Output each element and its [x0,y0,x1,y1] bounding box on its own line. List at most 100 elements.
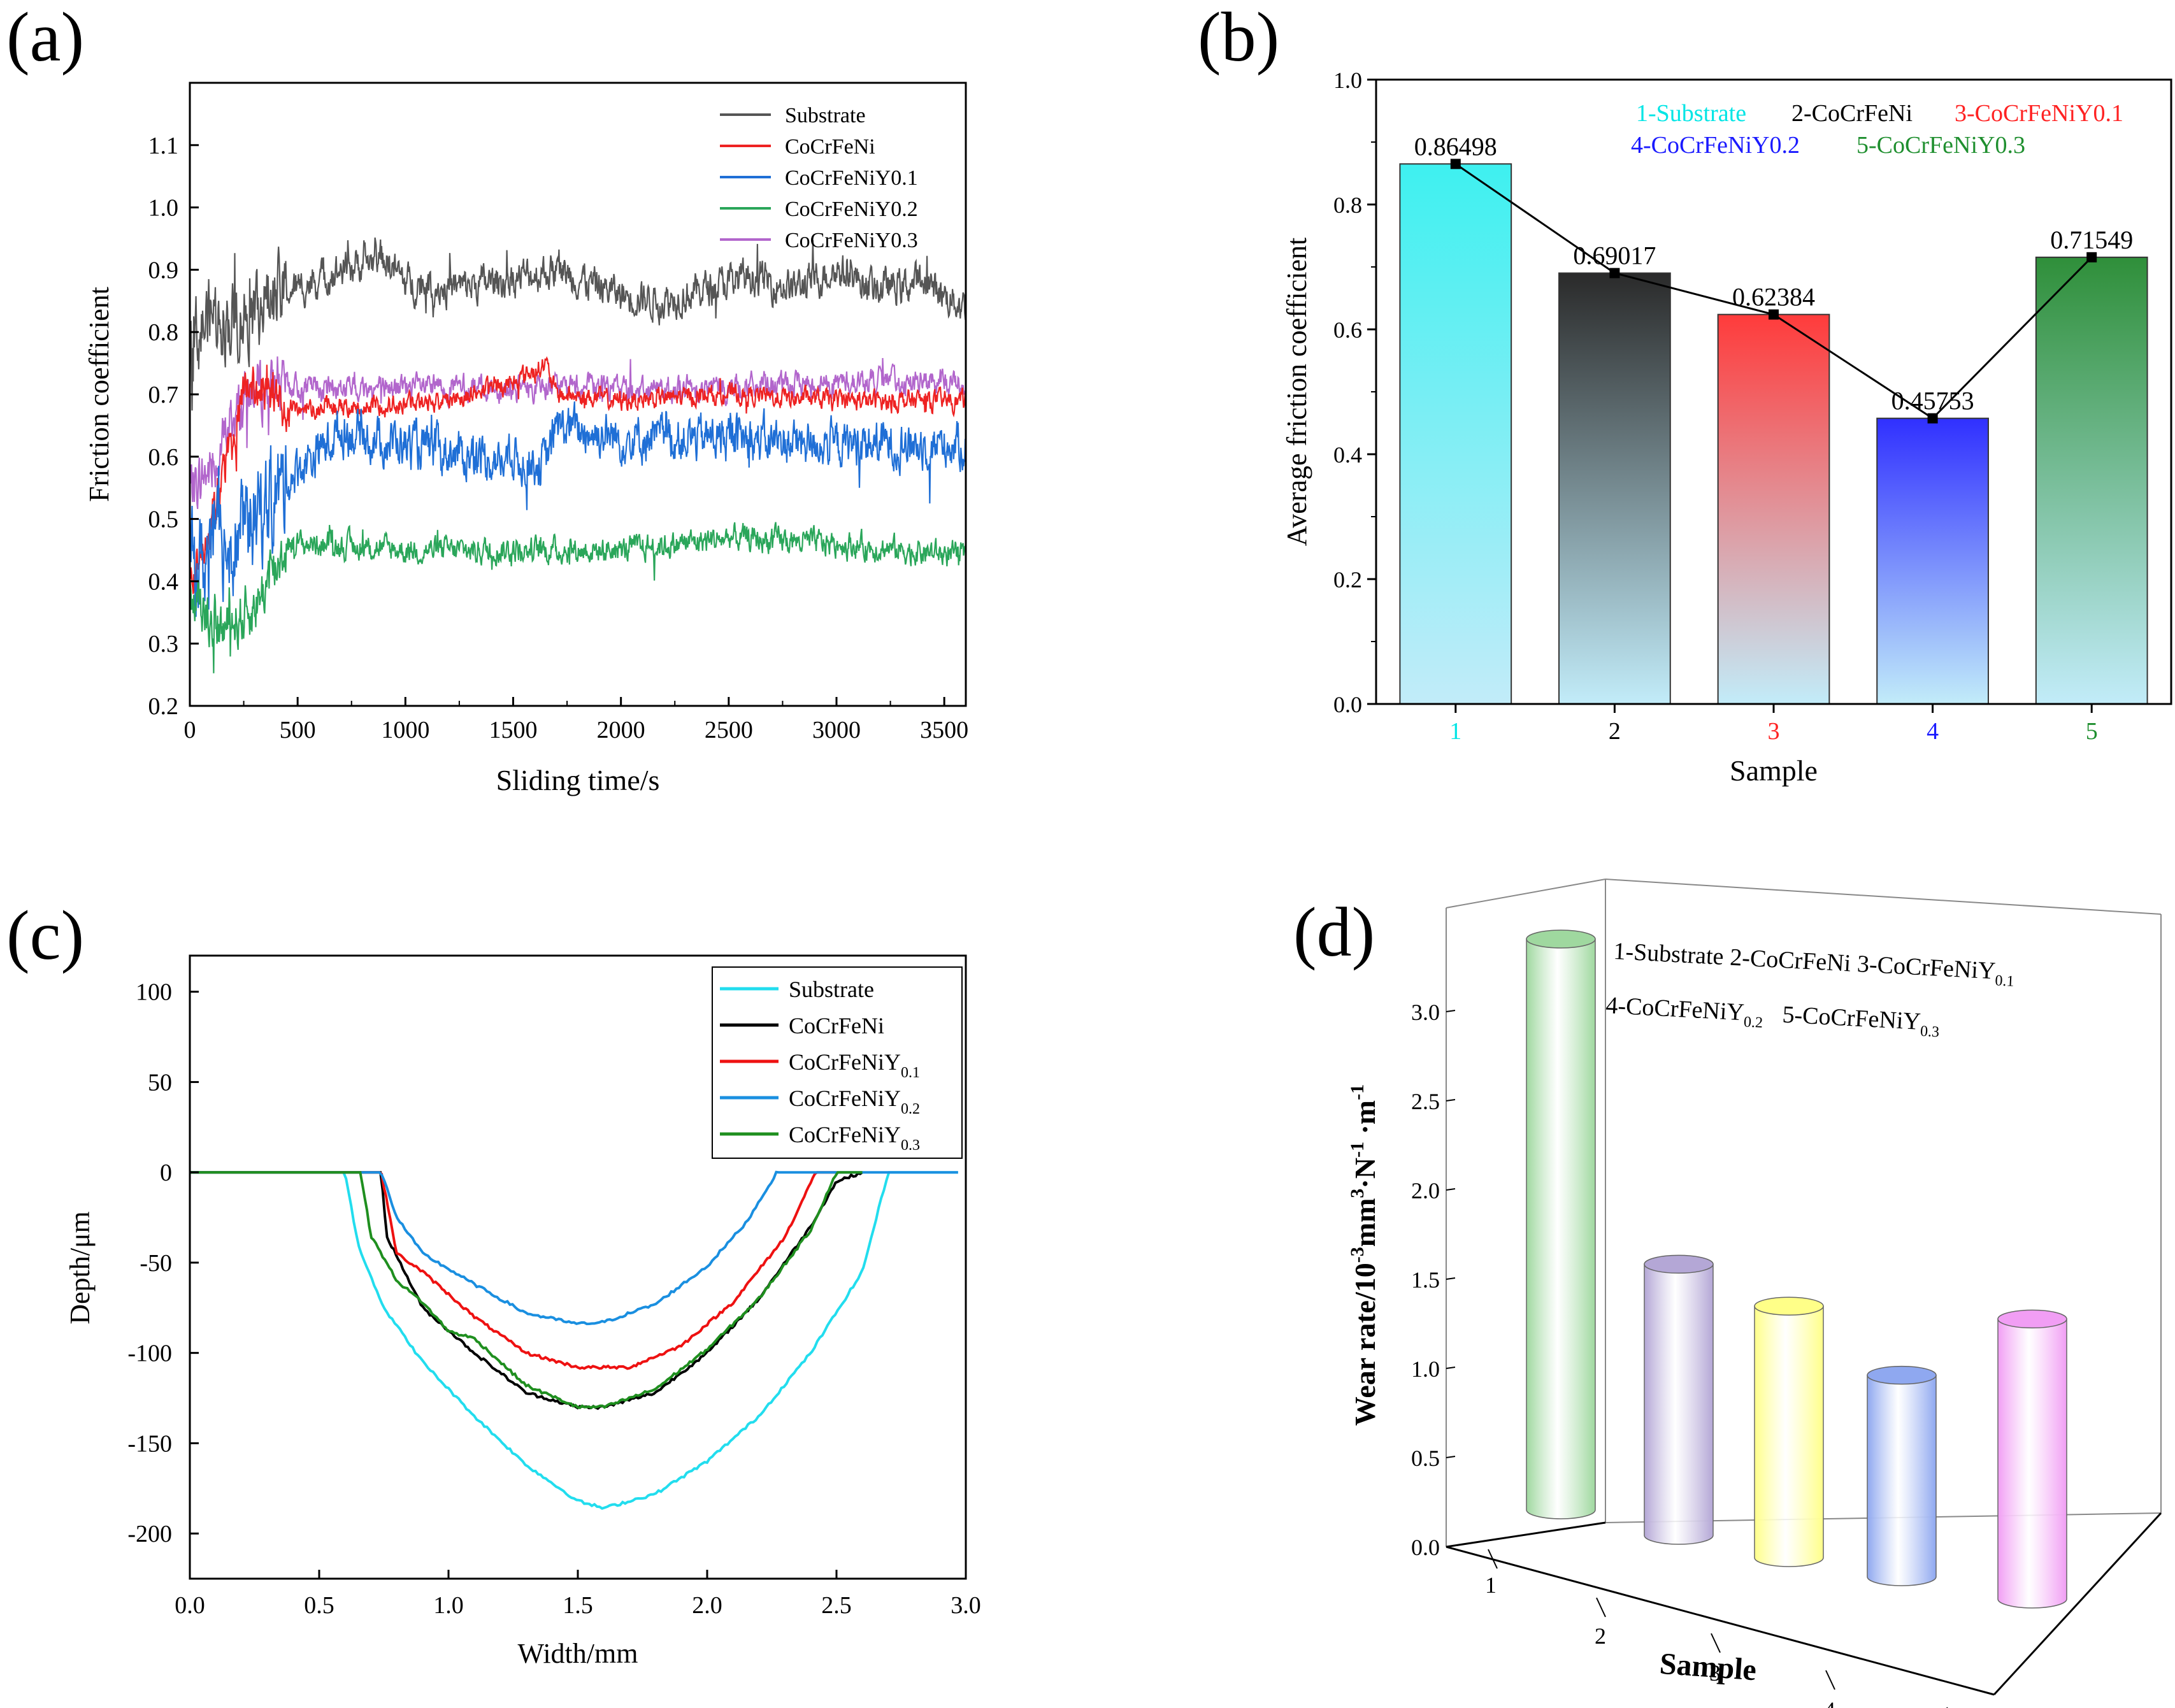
panel-b-legend-label-4: 4-CoCrFeNiY0.2 [1631,132,1800,159]
panel-label-c: (c) [6,896,84,974]
panel-d-ylabel-part-c: ·N [1349,1158,1381,1189]
panel-c-legend: SubstrateCoCrFeNiCoCrFeNiY0.1CoCrFeNiY0.… [712,966,963,1159]
panel-c-ylabel: Depth/μm [64,1211,96,1324]
panel-b-legend-label-3: 3-CoCrFeNiY0.1 [1955,100,2123,127]
panel-d-cylinder-top-1 [1526,929,1596,949]
panel-d-legend-item-4: 4-CoCrFeNiY [1605,992,1745,1026]
panel-a-axes: 0 500 1000 1500 2000 2500 3000 3500 0.2 0.3 0.4 0.5… [148,133,969,743]
panel-c-series-line-3 [190,1171,836,1370]
panel-d-ylabel-sup-d: -1 [1347,1084,1368,1100]
panel-b-xlabel: Sample [1730,754,1818,787]
panel-b-xtick-label-1: 1 [1449,718,1461,745]
panel-d-xtick-mark-1 [1488,1549,1498,1569]
panel-b-bar-3 [1717,313,1830,705]
panel-b-ytick-label: 0.0 [1333,692,1362,717]
panel-c-ytick-label: -200 [127,1521,172,1547]
panel-b-bar-2 [1558,272,1671,705]
panel-d-cylinder-1 [1526,938,1596,1519]
panel-b-ylabel: Average friction coefficient [1281,238,1312,547]
panel-d-ytick-mark [1446,1456,1456,1458]
panel-d-legend-sub-3: 0.1 [1995,972,2014,990]
panel-d-cylinder-top-4 [1867,1365,1937,1385]
panel-c-depth-profile-chart: 0.0 0.5 1.0 1.5 2.0 2.5 3.0 100 50 0 -50 -100 -150 -2… [64,954,981,1669]
panel-d-legend-line-2: 4-CoCrFeNiY0.2 5-CoCrFeNiY0.3 [1605,992,1941,1040]
panel-d-wear-rate-chart: 0.00.51.01.52.02.53.012345 1-Substrate2-… [1347,879,2162,1708]
panel-a-ytick-label: 0.9 [148,257,179,283]
panel-c-legend-entry-5: CoCrFeNiY0.3 [789,1122,920,1154]
panel-a-ylabel: Friction coefficient [83,287,115,502]
panel-d-box-edge-floor-front [1993,1512,2162,1696]
panel-a-ytick-label: 0.5 [148,506,179,533]
panel-b-xtick-label-4: 4 [1927,718,1939,745]
panel-d-box-edge-floor-left [1446,1521,1606,1548]
panel-d-ylabel-part-b: mm [1349,1198,1381,1247]
panel-c-xlabel: Width/mm [518,1638,638,1669]
panel-a-legend-label-1: Substrate [785,104,866,127]
panel-c-legend-entry-1: Substrate [789,977,874,1002]
panel-b-xtick-label-3: 3 [1768,718,1780,745]
panel-d-cylinders-group [1526,929,2067,1609]
panel-d-legend-item-2: 2-CoCrFeNi [1729,944,1851,977]
panel-c-legend-name-5: CoCrFeNiY [789,1122,901,1147]
panel-c-ytick-label: -150 [127,1430,172,1457]
panel-d-axes: 0.00.51.01.52.02.53.012345 [1411,1000,1948,1708]
panel-a-xtick-label: 2000 [597,717,645,743]
panel-d-ytick-mark [1446,1099,1456,1102]
panel-d-cylinder-4 [1867,1374,1937,1586]
panel-a-xtick-label: 3500 [920,717,968,743]
panel-b-ytick-label: 1.0 [1333,68,1362,93]
panel-d-legend: 1-Substrate 2-CoCrFeNi 3-CoCrFeNiY0.14-CoC… [1605,938,2015,1040]
panel-d-legend-item-1: 1-Substrate [1613,938,1725,970]
panel-d-legend-item-5: 5-CoCrFeNiY [1782,1001,1921,1035]
panel-b-axes: 1 2 3 4 5 0.0 0.2 0.4 0.6 0.8 1.0 [1333,68,2098,745]
panel-a-ytick-label: 0.8 [148,319,179,346]
panel-a-ytick-label: 1.0 [148,195,179,222]
panel-b-bar-4 [1876,417,1989,705]
panel-a-series-line-3 [190,401,966,617]
panel-c-legend-sub-4: 0.2 [901,1101,920,1117]
panel-d-xtick-label-3: 3 [1709,1660,1721,1686]
panel-d-ylabel-part-a: Wear rate/10 [1349,1263,1381,1426]
panel-c-legend-name-4: CoCrFeNiY [789,1086,901,1111]
panel-c-legend-name-1: Substrate [789,977,874,1002]
panel-a-ytick-label: 0.7 [148,382,179,408]
panel-d-ylabel-part-d: ·m [1349,1100,1381,1142]
panel-d-box-edge-top-left [1446,879,1606,908]
panel-b-data-label-2: 0.69017 [1573,241,1656,270]
panel-c-legend-sub-3: 0.1 [901,1065,920,1081]
panel-label-a: (a) [6,0,84,76]
panel-d-xtick-mark-2 [1596,1597,1606,1618]
panel-d-legend-sub-5: 0.3 [1920,1023,1939,1041]
panel-d-xtick-mark-4 [1825,1670,1835,1690]
panel-d-ylabel: Wear rate/10-3mm3·N-1 ·m-1 [1347,1084,1381,1426]
panel-a-xlabel: Sliding time/s [496,764,660,796]
panel-d-ytick-mark [1446,1277,1456,1280]
panel-b-xtick-label-2: 2 [1609,718,1621,745]
panel-c-legend-entry-3: CoCrFeNiY0.1 [789,1049,920,1081]
panel-c-xtick-label: 1.5 [563,1592,593,1619]
panel-d-cylinder-2 [1644,1263,1714,1545]
panel-d-legend-line-1: 1-Substrate 2-CoCrFeNi 3-CoCrFeNiY0.1 [1612,938,2015,990]
panel-d-axis-sample [1446,1546,1995,1696]
panel-c-ytick-label: -100 [127,1340,172,1367]
panel-b-ytick-label: 0.2 [1333,567,1362,592]
panel-d-legend-item-3: 3-CoCrFeNiY [1856,951,1996,984]
panel-d-cylinder-top-3 [1754,1296,1824,1316]
panel-b-data-label-1: 0.86498 [1414,132,1497,161]
panel-d-ytick-label: 1.0 [1411,1356,1440,1382]
panel-d-cylinder-top-5 [1997,1309,2067,1329]
panel-a-ytick-label: 0.2 [148,693,179,720]
panel-a-friction-chart: 0 500 1000 1500 2000 2500 3000 3500 0.2 0.3 0.4 0.5… [83,82,969,796]
panel-c-series-line-2 [190,1171,863,1410]
panel-c-legend-entry-4: CoCrFeNiY0.2 [789,1086,920,1117]
panel-c-series-line-5 [190,1171,863,1409]
panel-c-legend-sub-5: 0.3 [901,1137,920,1154]
panel-a-legend-label-2: CoCrFeNi [785,135,875,159]
panel-b-bar-5 [2035,256,2148,705]
panel-d-ytick-label: 2.5 [1411,1089,1440,1114]
panel-d-cylinder-5 [1997,1318,2067,1609]
panel-d-xtick-label-1: 1 [1485,1572,1497,1598]
panel-b-legend: 1-Substrate 2-CoCrFeNi 3-CoCrFeNiY0.1 4-CoC… [1631,100,2123,159]
panel-a-xtick-label: 1000 [381,717,429,743]
panel-d-ylabel-sup-a: -3 [1347,1247,1368,1263]
